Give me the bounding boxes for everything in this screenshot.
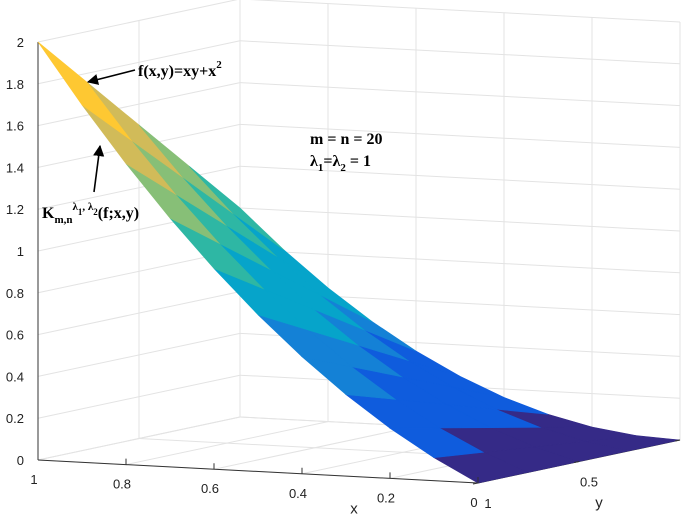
z-tick-label: 0.2	[6, 411, 24, 426]
surface	[37, 41, 681, 484]
x-axis-label: x	[350, 501, 358, 517]
y-axis-label: y	[595, 495, 603, 512]
y-tick-label: 0.5	[580, 475, 598, 490]
z-tick-label: 1.6	[6, 119, 24, 134]
x-tick-label: 0.4	[289, 486, 307, 501]
z-tick-label: 1	[17, 244, 24, 259]
annotation: f(x,y)=xy+x2	[138, 59, 222, 80]
x-tick-label: 0	[470, 495, 477, 510]
z-tick-label: 1.2	[6, 202, 24, 217]
x-tick-label: 0.8	[113, 477, 131, 492]
annotation-part: 2	[93, 207, 98, 217]
y-tick-label: 1	[484, 496, 491, 511]
annotation: Km,nλ1, λ2(f;x,y)	[42, 201, 139, 226]
z-tick-label: 0.4	[6, 369, 24, 384]
z-tick-label: 1.8	[6, 77, 24, 92]
arrow	[86, 69, 136, 85]
tick-mark	[674, 439, 681, 442]
tick-mark	[472, 482, 479, 485]
z-tick-label: 1.4	[6, 160, 24, 175]
grid-line	[239, 40, 681, 65]
annotation-part: m,n	[54, 214, 72, 226]
annotation-part: λ	[310, 153, 318, 170]
annotation-part: 1	[78, 207, 83, 217]
annotation-part: f(x,y)=xy+x	[138, 63, 216, 80]
grid-line	[239, 123, 681, 148]
grid	[37, 0, 681, 484]
grid-line	[239, 249, 681, 274]
annotation: λ1=λ2 = 1	[310, 153, 371, 174]
z-tick-label: 0	[17, 453, 24, 468]
surface-patch	[37, 41, 133, 142]
z-tick-label: 0.8	[6, 286, 24, 301]
annotation-part: λ	[72, 201, 78, 213]
annotation-part: , λ	[82, 201, 94, 213]
annotation-part: 1	[318, 162, 324, 174]
x-tick-label: 1	[30, 472, 37, 487]
x-tick-label: 0.6	[201, 481, 219, 496]
labels: 0 0.2 0.4 0.6 0.8 1 1.2 1.4 1.6 1.8 2 0 0.2 0.4 0.6 0.8…	[6, 35, 681, 517]
annotation-part: 2	[340, 162, 346, 174]
annotation-part: =λ	[323, 153, 340, 170]
annotation-part: (f;x,y)	[98, 205, 139, 222]
arrow	[93, 144, 105, 193]
x-axis	[37, 459, 479, 484]
grid-line	[239, 207, 681, 232]
annotation: m = n = 20	[310, 131, 382, 148]
z-tick-label: 2	[17, 35, 24, 50]
annotation-part: K	[42, 205, 55, 222]
grid-line	[239, 82, 681, 107]
annotation-part: = 1	[346, 153, 371, 170]
x-tick-label: 0.2	[377, 490, 395, 505]
grid-line	[239, 165, 681, 190]
surface-patch	[189, 166, 285, 251]
grid-line	[249, 0, 681, 23]
annotation-part: m = n = 20	[310, 131, 382, 148]
annotation-part: 2	[216, 59, 222, 71]
z-tick-label: 0.6	[6, 328, 24, 343]
tick-mark	[573, 461, 580, 463]
